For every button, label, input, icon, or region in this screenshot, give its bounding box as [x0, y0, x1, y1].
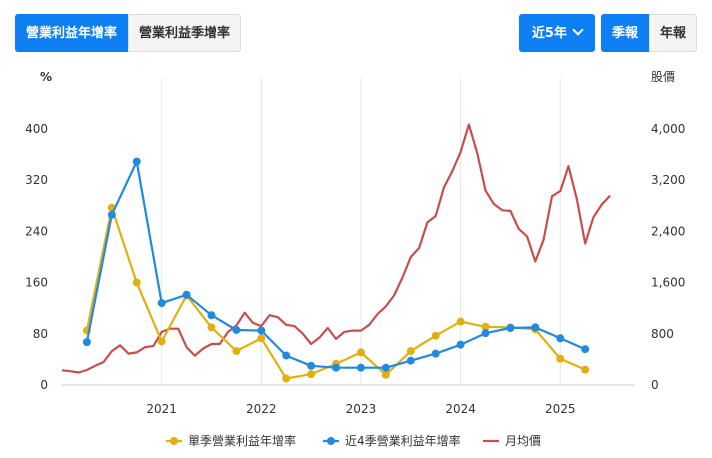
- range-dropdown-button[interactable]: 近5年: [518, 14, 595, 52]
- tab-operating-income-yoy[interactable]: 營業利益年增率: [15, 14, 129, 52]
- left-tick-label: 240: [25, 224, 48, 238]
- x-tick-label: 2025: [545, 402, 576, 416]
- series-1: [82, 157, 590, 372]
- left-tick-label: 400: [25, 122, 48, 136]
- x-tick-label: 2022: [246, 402, 277, 416]
- data-point: [381, 363, 390, 372]
- period-toggle: 季報 年報: [600, 14, 697, 52]
- data-point: [207, 311, 216, 320]
- data-point: [556, 354, 565, 363]
- data-point: [282, 374, 291, 383]
- left-axis-unit: %: [40, 70, 52, 84]
- data-point: [257, 334, 266, 343]
- data-point: [356, 363, 365, 372]
- data-point: [406, 356, 415, 365]
- chart-controls: 近5年 季報 年報: [518, 14, 697, 52]
- gridlines: [62, 78, 635, 386]
- data-point: [132, 157, 141, 166]
- data-point: [207, 323, 216, 332]
- data-point: [132, 278, 141, 287]
- x-tick-label: 2021: [146, 402, 177, 416]
- data-point: [307, 370, 316, 379]
- data-point: [581, 365, 590, 374]
- range-label: 近5年: [531, 26, 567, 41]
- legend-label: 月均價: [505, 434, 541, 448]
- left-axis: % 0 80 160 240 320 400: [25, 70, 52, 392]
- legend: 單季營業利益年增率 近4季營業利益年增率 月均價: [166, 433, 541, 448]
- data-point: [481, 329, 490, 338]
- period-quarterly-button[interactable]: 季報: [600, 14, 649, 52]
- data-point: [107, 210, 116, 219]
- legend-label: 單季營業利益年增率: [188, 433, 296, 448]
- x-tick-label: 2024: [445, 402, 476, 416]
- data-point: [232, 347, 241, 356]
- left-tick-label: 160: [25, 276, 48, 290]
- data-point: [82, 338, 91, 347]
- tab-operating-income-qoq[interactable]: 營業利益季增率: [128, 14, 242, 52]
- series-2: [61, 123, 611, 374]
- data-point: [456, 317, 465, 326]
- data-point: [381, 370, 390, 379]
- x-axis: 2021 2022 2023 2024 2025: [146, 402, 575, 416]
- legend-item: 單季營業利益年增率: [166, 433, 296, 448]
- legend-swatch-marker: [170, 437, 178, 445]
- series-line: [61, 123, 611, 374]
- data-point: [182, 290, 191, 299]
- right-tick-label: 3,200: [651, 173, 685, 187]
- left-tick-label: 320: [25, 173, 48, 187]
- data-point: [307, 361, 316, 370]
- right-tick-label: 2,400: [651, 224, 685, 238]
- left-tick-label: 80: [33, 327, 48, 341]
- data-point: [506, 324, 515, 333]
- metric-tabs: 營業利益年增率 營業利益季增率: [15, 14, 242, 52]
- data-point: [431, 349, 440, 358]
- legend-item: 近4季營業利益年增率: [323, 433, 461, 448]
- right-axis-unit: 股價: [651, 70, 675, 84]
- data-point: [232, 325, 241, 334]
- data-point: [157, 337, 166, 346]
- data-point: [282, 351, 291, 360]
- x-tick-label: 2023: [346, 402, 377, 416]
- series-layer: [61, 123, 611, 383]
- data-point: [406, 347, 415, 356]
- data-point: [531, 323, 540, 332]
- right-axis: 股價 0 800 1,600 2,400 3,200 4,000: [651, 70, 685, 392]
- right-tick-label: 1,600: [651, 276, 685, 290]
- right-tick-label: 4,000: [651, 122, 685, 136]
- legend-item: 月均價: [483, 434, 541, 448]
- right-tick-label: 0: [651, 378, 659, 392]
- period-annual-button[interactable]: 年報: [648, 14, 697, 52]
- data-point: [581, 345, 590, 354]
- data-point: [257, 326, 266, 335]
- left-tick-label: 0: [40, 378, 48, 392]
- data-point: [356, 348, 365, 357]
- data-point: [332, 363, 341, 372]
- right-tick-label: 800: [651, 327, 674, 341]
- data-point: [556, 334, 565, 343]
- data-point: [456, 340, 465, 349]
- data-point: [157, 299, 166, 308]
- data-point: [481, 322, 490, 331]
- legend-swatch-marker: [327, 437, 335, 445]
- legend-label: 近4季營業利益年增率: [345, 433, 461, 448]
- data-point: [431, 331, 440, 340]
